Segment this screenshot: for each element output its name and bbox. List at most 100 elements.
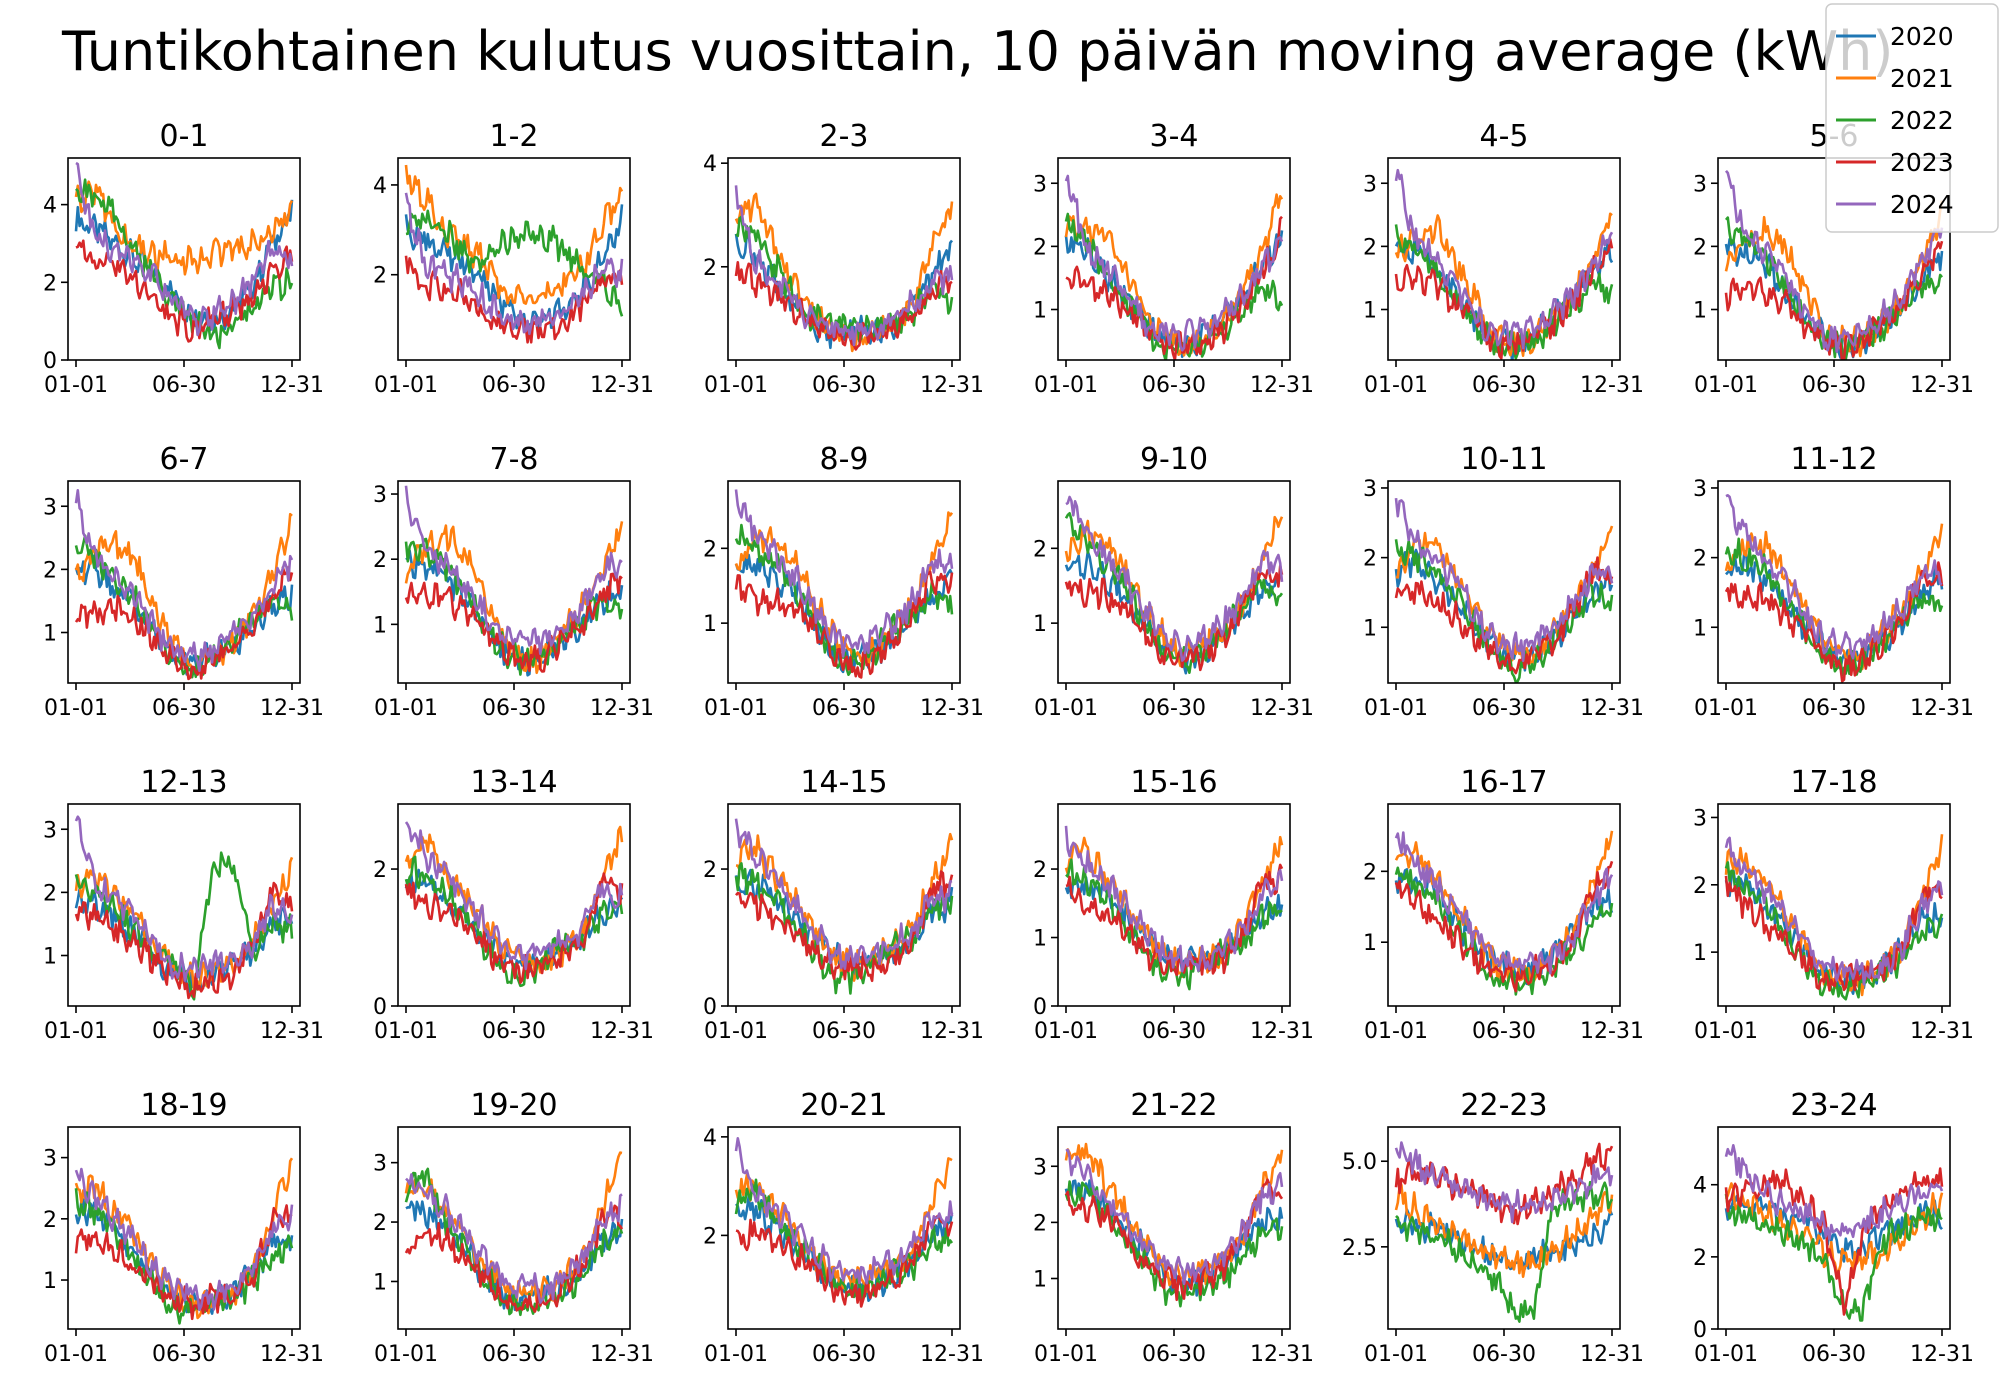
panel-title: 19-20 [470, 1088, 557, 1123]
y-tick-label: 2 [1033, 537, 1047, 562]
series-line-2023 [734, 570, 954, 679]
series-line-2023 [734, 261, 953, 351]
x-tick-label: 12-31 [590, 373, 654, 398]
panel-frame [1057, 1126, 1291, 1330]
x-tick-label: 06-30 [1802, 1342, 1866, 1367]
x-tick-label: 01-01 [44, 696, 108, 721]
panel-9-10: 9-10 1 2 01-01 06-30 12-31 [1033, 442, 1314, 721]
x-tick-label: 12-31 [1910, 1019, 1974, 1044]
x-tick-label: 06-30 [1802, 373, 1866, 398]
series-line-2021 [74, 512, 293, 673]
panel-title: 3-4 [1150, 119, 1199, 154]
panel-title: 13-14 [470, 765, 557, 800]
panel-20-21: 20-21 2 4 01-01 06-30 12-31 [703, 1088, 984, 1367]
panel-4-5: 4-5 1 2 3 01-01 06-30 12-31 [1363, 119, 1644, 398]
panel-title: 18-19 [140, 1088, 227, 1123]
y-tick-label: 3 [1693, 477, 1707, 502]
series-line-2024 [734, 185, 954, 347]
x-tick-label: 12-31 [920, 373, 984, 398]
panel-0-1: 0-1 0 2 4 01-01 06-30 12-31 [43, 119, 324, 398]
y-tick-label: 1 [1693, 941, 1707, 966]
panel-19-20: 19-20 1 2 3 01-01 06-30 12-31 [373, 1088, 654, 1367]
y-tick-label: 1 [373, 613, 387, 638]
y-tick-label: 3 [43, 818, 57, 843]
y-tick-label: 2 [1693, 235, 1707, 260]
series-line-2024 [74, 489, 294, 673]
y-tick-label: 3 [1693, 172, 1707, 197]
series-line-2023 [1064, 564, 1284, 672]
panel-12-13: 12-13 1 2 3 01-01 06-30 12-31 [43, 765, 324, 1044]
x-tick-label: 12-31 [1910, 1342, 1974, 1367]
y-tick-label: 1 [703, 612, 717, 637]
x-tick-label: 12-31 [920, 696, 984, 721]
legend-label-2021: 2021 [1890, 64, 1954, 93]
panel-title: 0-1 [160, 119, 209, 154]
x-tick-label: 01-01 [704, 1342, 768, 1367]
panel-2-3: 2-3 2 4 01-01 06-30 12-31 [703, 119, 984, 398]
x-tick-label: 06-30 [812, 696, 876, 721]
panel-title: 9-10 [1140, 442, 1208, 477]
x-tick-label: 01-01 [1034, 696, 1098, 721]
y-tick-label: 1 [1033, 1268, 1047, 1293]
x-tick-label: 12-31 [1580, 1342, 1644, 1367]
x-tick-label: 06-30 [1142, 1019, 1206, 1044]
x-tick-label: 06-30 [1472, 373, 1536, 398]
series-line-2022 [1724, 1193, 1943, 1322]
panel-title: 8-9 [820, 442, 869, 477]
series-line-2023 [74, 1204, 293, 1321]
x-tick-label: 06-30 [482, 696, 546, 721]
x-tick-label: 06-30 [812, 373, 876, 398]
panel-title: 12-13 [140, 765, 227, 800]
y-tick-label: 3 [373, 1152, 387, 1177]
y-tick-label: 2 [373, 264, 387, 289]
series-line-2023 [75, 239, 294, 343]
legend-label-2023: 2023 [1890, 148, 1954, 177]
x-tick-label: 12-31 [260, 1342, 324, 1367]
y-tick-label: 1 [1033, 299, 1047, 324]
series-line-2024 [404, 192, 624, 336]
panel-title: 10-11 [1460, 442, 1547, 477]
chart-title: Tuntikohtainen kulutus vuosittain, 10 pä… [61, 20, 1893, 83]
series-line-2024 [734, 489, 954, 658]
x-tick-label: 01-01 [1694, 1019, 1758, 1044]
x-tick-label: 01-01 [44, 1019, 108, 1044]
panel-title: 6-7 [160, 442, 209, 477]
x-tick-label: 01-01 [44, 373, 108, 398]
x-tick-label: 12-31 [260, 1019, 324, 1044]
y-tick-label: 0 [373, 995, 387, 1020]
y-tick-label: 1 [1033, 927, 1047, 952]
y-tick-label: 3 [1693, 806, 1707, 831]
x-tick-label: 12-31 [260, 696, 324, 721]
panel-title: 22-23 [1460, 1088, 1547, 1123]
y-tick-label: 2 [373, 548, 387, 573]
legend-label-2022: 2022 [1890, 106, 1954, 135]
series-line-2021 [1064, 835, 1284, 978]
x-tick-label: 01-01 [704, 696, 768, 721]
panel-21-22: 21-22 1 2 3 01-01 06-30 12-31 [1033, 1088, 1314, 1367]
series-line-2024 [1394, 1141, 1614, 1224]
panel-title: 21-22 [1130, 1088, 1217, 1123]
panel-1-2: 1-2 2 4 01-01 06-30 12-31 [373, 119, 654, 398]
x-tick-label: 12-31 [590, 1019, 654, 1044]
y-tick-label: 4 [373, 174, 387, 199]
series-line-2024 [405, 1173, 623, 1304]
y-tick-label: 3 [43, 1147, 57, 1172]
x-tick-label: 12-31 [920, 1019, 984, 1044]
x-tick-label: 12-31 [590, 1342, 654, 1367]
y-tick-label: 2 [1363, 547, 1377, 572]
panel-6-7: 6-7 1 2 3 01-01 06-30 12-31 [43, 442, 324, 721]
y-tick-label: 2 [1363, 235, 1377, 260]
panel-title: 4-5 [1480, 119, 1529, 154]
x-tick-label: 01-01 [1364, 373, 1428, 398]
series-line-2020 [1064, 550, 1283, 675]
series-line-2022 [405, 209, 624, 317]
y-tick-label: 4 [43, 194, 57, 219]
x-tick-label: 01-01 [704, 373, 768, 398]
x-tick-label: 12-31 [1250, 1019, 1314, 1044]
x-tick-label: 06-30 [1142, 373, 1206, 398]
y-tick-label: 0 [703, 995, 717, 1020]
panel-17-18: 17-18 1 2 3 01-01 06-30 12-31 [1693, 765, 1974, 1044]
x-tick-label: 01-01 [1364, 1019, 1428, 1044]
series-line-2023 [1724, 1167, 1944, 1316]
series-line-2023 [404, 1204, 624, 1313]
